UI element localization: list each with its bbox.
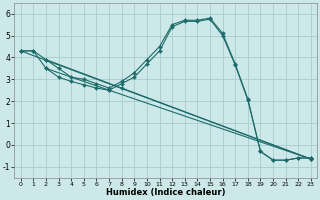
X-axis label: Humidex (Indice chaleur): Humidex (Indice chaleur) [106,188,226,197]
